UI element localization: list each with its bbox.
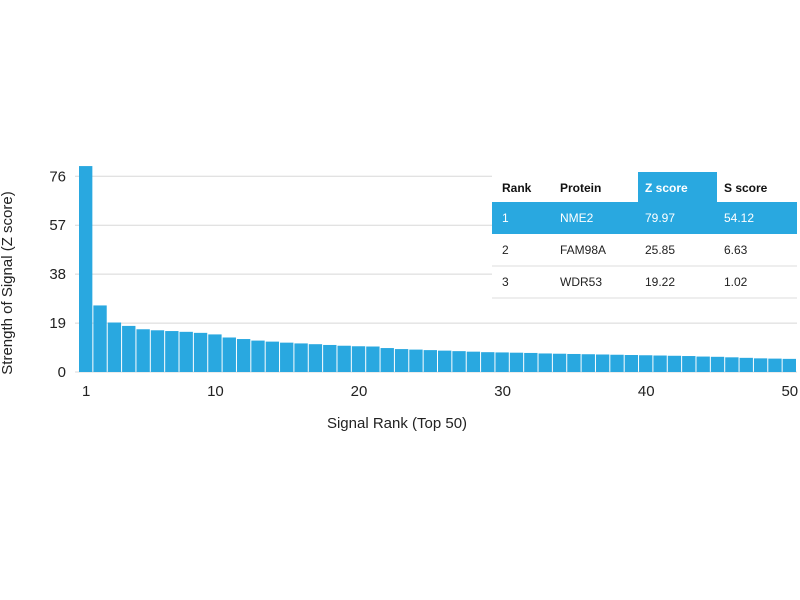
bar bbox=[280, 342, 294, 372]
y-axis-ticks: 0 19 38 57 76 bbox=[49, 168, 66, 381]
bar bbox=[136, 329, 150, 372]
x-axis-title: Signal Rank (Top 50) bbox=[327, 415, 467, 432]
y-axis-title: Strength of Signal (Z score) bbox=[0, 191, 16, 374]
bar bbox=[323, 344, 337, 372]
bar bbox=[567, 353, 581, 372]
bar bbox=[107, 322, 122, 372]
y-tick-label: 76 bbox=[49, 168, 66, 185]
bar bbox=[122, 325, 136, 372]
bar bbox=[79, 166, 93, 372]
table-cell: 1 bbox=[502, 211, 509, 225]
x-tick-label: 30 bbox=[494, 383, 511, 400]
y-tick-label: 0 bbox=[58, 364, 66, 381]
bar bbox=[208, 334, 222, 372]
bar bbox=[366, 346, 380, 372]
bar bbox=[782, 358, 796, 372]
bar bbox=[193, 332, 208, 372]
z-score-header-highlight bbox=[638, 172, 717, 202]
table-header-cell: Rank bbox=[502, 181, 532, 195]
bar bbox=[222, 337, 236, 372]
bar bbox=[610, 354, 624, 372]
top-row-highlight bbox=[492, 202, 797, 234]
top-proteins-table: Rank Protein Z score S score 1 NME2 79.97 54.12… bbox=[492, 172, 797, 299]
bar bbox=[294, 343, 308, 372]
bar bbox=[93, 305, 107, 372]
bar bbox=[509, 352, 524, 372]
y-tick-label: 19 bbox=[49, 315, 66, 332]
x-tick-label: 20 bbox=[351, 383, 368, 400]
bar bbox=[653, 355, 667, 372]
bar bbox=[739, 357, 753, 372]
bar bbox=[768, 358, 782, 372]
bar bbox=[696, 356, 710, 372]
table-cell: NME2 bbox=[560, 211, 594, 225]
bars bbox=[79, 166, 796, 372]
bar bbox=[308, 344, 323, 372]
table-cell: FAM98A bbox=[560, 243, 606, 257]
bar bbox=[495, 352, 509, 372]
table-cell: 6.63 bbox=[724, 243, 748, 257]
table-cell: 25.85 bbox=[645, 243, 675, 257]
x-tick-label: 40 bbox=[638, 383, 655, 400]
bar bbox=[438, 350, 452, 372]
bar bbox=[179, 331, 193, 372]
bar bbox=[481, 352, 495, 372]
y-tick-label: 57 bbox=[49, 217, 66, 234]
table-cell: 3 bbox=[502, 275, 509, 289]
bar bbox=[351, 346, 366, 372]
bar bbox=[725, 357, 739, 372]
table-cell: 19.22 bbox=[645, 275, 675, 289]
bar bbox=[165, 331, 179, 372]
bar bbox=[337, 345, 351, 372]
table-header-cell: Protein bbox=[560, 181, 601, 195]
x-tick-label: 10 bbox=[207, 383, 224, 400]
bar bbox=[667, 355, 682, 372]
table-header-cell: S score bbox=[724, 181, 768, 195]
table-cell: 54.12 bbox=[724, 211, 754, 225]
table-cell: 1.02 bbox=[724, 275, 748, 289]
bar bbox=[639, 355, 653, 372]
x-axis-ticks: 1 10 20 30 40 50 bbox=[82, 383, 798, 400]
bar bbox=[682, 356, 696, 372]
bar bbox=[581, 354, 595, 372]
bar bbox=[236, 339, 251, 372]
table-cell: WDR53 bbox=[560, 275, 602, 289]
bar bbox=[466, 351, 481, 372]
bar bbox=[150, 330, 165, 372]
bar bbox=[409, 349, 423, 372]
bar bbox=[423, 350, 437, 372]
bar bbox=[251, 340, 265, 372]
bar bbox=[538, 353, 552, 372]
bar bbox=[595, 354, 610, 372]
x-tick-label: 50 bbox=[781, 383, 798, 400]
bar bbox=[265, 341, 280, 372]
table-header-cell: Z score bbox=[645, 181, 688, 195]
bar bbox=[710, 356, 725, 372]
bar bbox=[524, 352, 538, 372]
table-cell: 2 bbox=[502, 243, 509, 257]
bar bbox=[452, 351, 466, 372]
x-tick-label: 1 bbox=[82, 383, 90, 400]
y-tick-label: 38 bbox=[49, 266, 66, 283]
bar bbox=[552, 353, 567, 372]
table-cell: 79.97 bbox=[645, 211, 675, 225]
bar bbox=[624, 355, 639, 372]
bar bbox=[380, 348, 394, 372]
bar bbox=[394, 349, 409, 372]
bar bbox=[753, 358, 768, 372]
